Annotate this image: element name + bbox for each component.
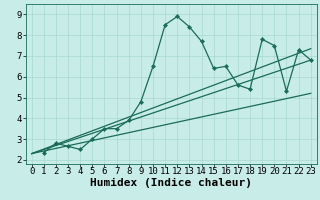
X-axis label: Humidex (Indice chaleur): Humidex (Indice chaleur) <box>90 178 252 188</box>
